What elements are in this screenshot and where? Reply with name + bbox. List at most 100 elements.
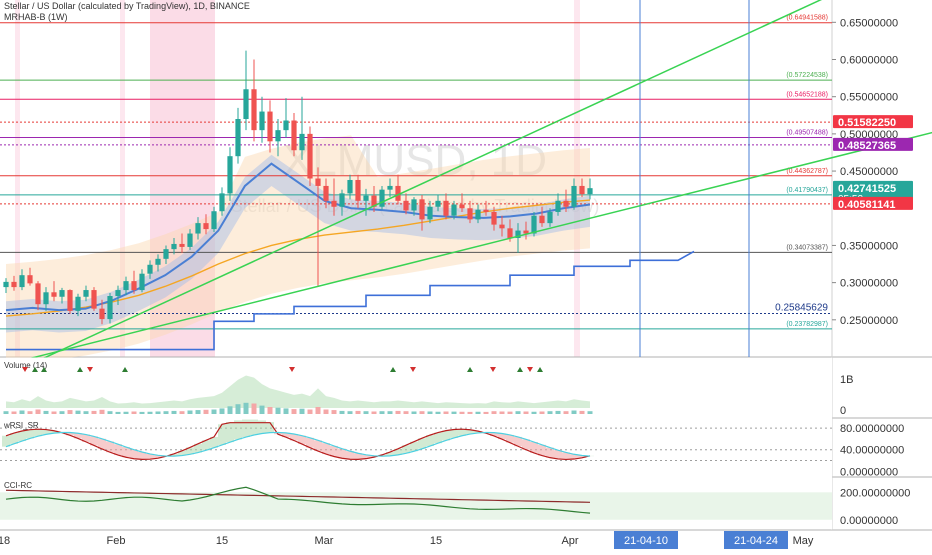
volume-bar <box>68 410 73 414</box>
volume-bar <box>524 411 529 414</box>
candle-body <box>427 207 432 220</box>
volume-bar <box>564 411 569 414</box>
y-tick-label: 0.45000000 <box>840 166 898 178</box>
volume-bar <box>116 412 121 414</box>
candle-body <box>363 196 368 201</box>
candle-body <box>323 186 328 201</box>
y-tick-label: 0.25000000 <box>840 315 898 327</box>
volume-bar <box>340 411 345 414</box>
volume-bar <box>412 411 417 414</box>
volume-bar <box>100 410 105 414</box>
volume-bar <box>284 408 289 414</box>
candle-body <box>539 216 544 223</box>
volume-bar <box>156 411 161 414</box>
candle-body <box>115 290 120 296</box>
rsi-fill <box>2 436 10 447</box>
candle-body <box>219 193 224 211</box>
orange-band <box>6 135 590 364</box>
candle-body <box>315 179 320 186</box>
candle-body <box>147 265 152 274</box>
candle-body <box>419 199 424 219</box>
level-label: 0.25845629 <box>775 303 828 314</box>
candle-body <box>563 201 568 207</box>
volume-bar <box>468 412 473 414</box>
volume-bar <box>580 411 585 414</box>
volume-bar <box>20 411 25 415</box>
rsi-fill <box>114 444 122 455</box>
wrsi-title: wRSI_SR <box>3 421 39 430</box>
volume-bar <box>260 406 265 414</box>
candle-body <box>275 130 280 141</box>
volume-bar <box>572 411 577 415</box>
level-label: (0.54652188) <box>786 91 828 98</box>
rsi-fill <box>10 433 18 444</box>
candle-body <box>75 297 80 311</box>
candle-body <box>251 89 256 130</box>
volume-bar <box>188 411 193 415</box>
candle-body <box>267 112 272 142</box>
volume-bar <box>364 411 369 414</box>
level-label: (0.23782987) <box>786 321 828 328</box>
rsi-axis-label: 80.00000000 <box>840 423 904 435</box>
band-areas <box>6 135 590 364</box>
price-axis[interactable]: 0.650000000.600000000.550000000.50000000… <box>832 17 898 327</box>
volume-axis-label: 1B <box>840 374 853 386</box>
volume-bar <box>532 412 537 414</box>
volume-bar <box>132 411 137 414</box>
candle-body <box>499 225 504 229</box>
candle-body <box>195 223 200 233</box>
level-label: (0.44362787) <box>786 168 828 175</box>
volume-bar <box>84 411 89 414</box>
rsi-fill <box>218 424 226 445</box>
candle-body <box>483 210 488 212</box>
volume-bar <box>228 406 233 414</box>
volume-bar <box>172 411 177 414</box>
volume-bar <box>436 412 441 414</box>
x-tick-label: 21-04-10 <box>624 535 668 547</box>
candle-body <box>131 281 136 290</box>
candle-body <box>459 205 464 209</box>
candle-body <box>403 201 408 211</box>
candle-body <box>227 156 232 193</box>
volume-bar <box>492 411 497 414</box>
volume-bar <box>404 411 409 414</box>
volume-bar <box>164 411 169 414</box>
rsi-fill <box>434 433 442 444</box>
volume-bar <box>324 410 329 414</box>
price-label-text: 0.48527365 <box>838 140 896 152</box>
vertical-markers <box>640 0 749 357</box>
y-tick-label: 0.65000000 <box>840 17 898 29</box>
x-tick-label: May <box>793 535 814 547</box>
rsi-fill <box>226 422 234 442</box>
price-label-text: 0.51582250 <box>838 117 896 129</box>
volume-bar <box>316 407 321 414</box>
volume-bar <box>212 410 217 414</box>
volume-bar <box>556 411 561 414</box>
candle-body <box>155 259 160 265</box>
volume-axis-label: 0 <box>840 405 846 417</box>
volume-bar <box>444 411 449 414</box>
volume-bar <box>276 408 281 414</box>
rsi-fill <box>538 445 546 456</box>
candle-body <box>3 282 8 287</box>
volume-bar <box>60 411 65 414</box>
volume-bar <box>308 410 313 414</box>
volume-bar <box>396 411 401 414</box>
candle-body <box>43 292 48 304</box>
volume-bar <box>140 412 145 414</box>
candle-body <box>171 244 176 249</box>
x-tick-label: 21-04-24 <box>734 535 778 547</box>
candle-body <box>243 89 248 119</box>
volume-bar <box>500 411 505 414</box>
volume-bar <box>76 411 81 414</box>
level-label: (0.64941588) <box>786 15 828 22</box>
candle-body <box>491 212 496 225</box>
x-tick-label: Apr <box>561 535 578 547</box>
candle-body <box>35 283 40 304</box>
price-label-text: 0.40581141 <box>838 199 896 211</box>
volume-bar <box>252 404 257 415</box>
indicator-title: MRHAB-B (1W) <box>4 12 68 22</box>
level-label: (0.49507488) <box>786 130 828 137</box>
